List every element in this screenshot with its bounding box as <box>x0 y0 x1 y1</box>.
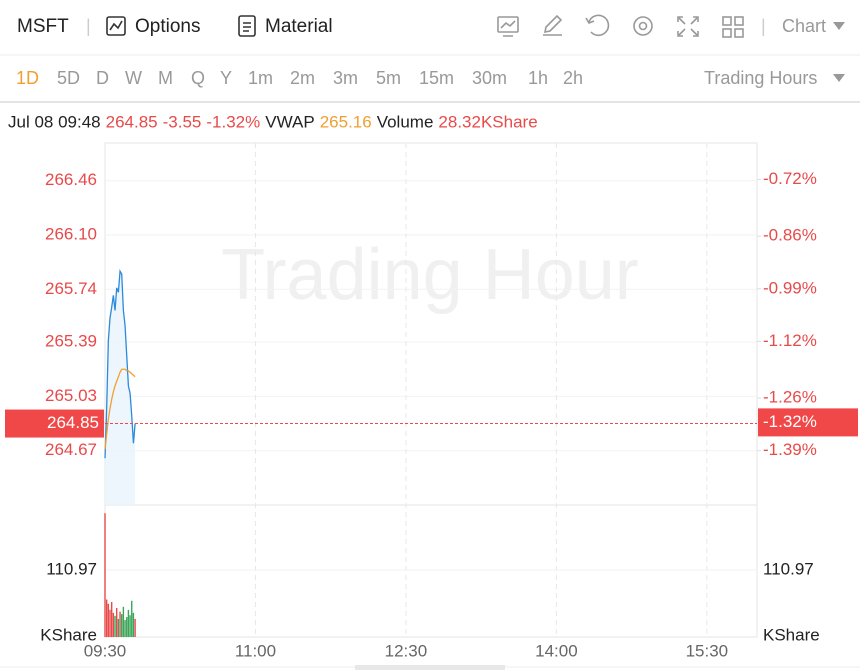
period-tab[interactable]: 15m <box>419 68 454 88</box>
material-icon[interactable] <box>238 15 256 37</box>
x-tick-label: 11:00 <box>235 641 276 660</box>
y2-tick-label: -0.99% <box>763 278 817 297</box>
options[interactable]: Options <box>135 16 200 37</box>
current-price-label: 264.85 <box>47 413 99 432</box>
volume-bar <box>132 612 135 637</box>
info-vwap: 265.16 <box>320 112 372 131</box>
separator: | <box>86 16 91 36</box>
y2-tick-label: -0.72% <box>763 169 817 188</box>
volume-unit: KShare <box>40 625 97 644</box>
info-vwap-label: VWAP <box>265 112 314 131</box>
info-line: Jul 08 09:48 264.85 -3.55 -1.32% VWAP 265.16 V… <box>8 112 538 131</box>
scrollbar <box>355 665 505 670</box>
plot-frame <box>104 142 758 638</box>
info-change-pct: -1.32% <box>206 112 260 131</box>
period-tab[interactable]: Y <box>220 68 232 88</box>
reset-icon[interactable] <box>585 14 610 37</box>
volume-bar <box>119 611 121 637</box>
volume-bar <box>114 615 116 637</box>
y-tick-label: 264.67 <box>45 440 97 459</box>
period-tab[interactable]: W <box>125 68 142 88</box>
volume-bar <box>121 614 123 637</box>
y2-tick-label: -1.39% <box>763 440 817 459</box>
period-tab[interactable]: 1h <box>528 68 548 88</box>
info-change: -3.55 <box>163 112 202 131</box>
draw-icon[interactable] <box>497 16 519 37</box>
period-tab[interactable]: D <box>96 68 109 88</box>
x-tick-label: 14:00 <box>535 641 578 660</box>
period-tab[interactable]: 1m <box>248 68 273 88</box>
symbol[interactable]: MSFT <box>17 16 69 37</box>
dropdown-arrow <box>833 74 845 82</box>
period-tab[interactable]: M <box>158 68 173 88</box>
current-price-box <box>5 409 104 438</box>
vwap-line <box>104 368 136 450</box>
volume-bar <box>117 618 120 637</box>
current-pct-box <box>758 408 858 437</box>
info-volume: 28.32KShare <box>438 112 537 131</box>
separator: | <box>761 16 766 36</box>
x-tick-label: 12:30 <box>385 641 428 660</box>
volume-bar <box>127 609 130 637</box>
volume-bar <box>122 606 125 637</box>
volume-bar <box>104 513 106 637</box>
settings-icon[interactable] <box>633 16 653 36</box>
period-tab[interactable]: 30m <box>472 68 507 88</box>
session[interactable]: Trading Hours <box>704 68 817 88</box>
edit-icon[interactable] <box>543 14 563 36</box>
period-tab[interactable]: 5D <box>57 68 80 88</box>
period-tab[interactable]: 2h <box>563 68 583 88</box>
period-tabs: 1D 5D D W M Q Y 1m 2m 3m 5m 15m 30m 1h 2h <box>16 68 583 88</box>
volume-bar <box>110 601 113 637</box>
info-price: 264.85 <box>106 112 158 131</box>
y2-tick-label: -1.26% <box>763 388 817 407</box>
volume-bar <box>112 612 115 637</box>
period-tab[interactable]: 2m <box>290 68 315 88</box>
chart-menu[interactable]: Chart <box>782 16 826 36</box>
volume-unit: KShare <box>763 625 820 644</box>
watermark: Trading Hour <box>221 235 639 315</box>
info-volume-label: Volume <box>377 112 434 131</box>
volume-bar <box>105 599 108 637</box>
period-tab[interactable]: 1D <box>16 68 39 88</box>
current-pct-label: -1.32% <box>763 412 817 431</box>
y2-tick-label: -1.12% <box>763 331 817 350</box>
volume-bar <box>109 609 111 637</box>
layout-icon[interactable] <box>722 16 744 38</box>
volume-bar <box>107 603 110 637</box>
info-time: Jul 08 09:48 <box>8 112 101 131</box>
volume-bar <box>116 608 118 637</box>
y-tick-label: 266.46 <box>45 170 97 189</box>
x-tick-label: 09:30 <box>84 641 127 660</box>
volume-tick-label: 110.97 <box>763 559 814 578</box>
x-tick-label: 15:30 <box>686 641 729 660</box>
volume-bar <box>129 615 131 637</box>
period-tab[interactable]: Q <box>191 68 205 88</box>
period-tab[interactable]: 5m <box>376 68 401 88</box>
y-tick-label: 265.74 <box>45 279 97 298</box>
volume-bar <box>131 600 133 637</box>
volume-bar <box>126 617 128 637</box>
dropdown-arrow <box>833 22 845 30</box>
material[interactable]: Material <box>265 16 333 37</box>
y-tick-label: 266.10 <box>45 224 97 243</box>
y-tick-label: 265.39 <box>45 332 97 351</box>
chart: Trading Hour 266.46 266.10 265.74 265.39 265.… <box>0 142 860 670</box>
y-tick-label: 265.03 <box>45 386 97 405</box>
price-line <box>104 269 136 459</box>
volume-tick-label: 110.97 <box>46 559 97 578</box>
volume-bar <box>124 620 126 637</box>
fullscreen-icon[interactable] <box>677 16 699 37</box>
volume-bar <box>134 618 136 637</box>
y2-tick-label: -0.86% <box>763 226 817 245</box>
options-icon[interactable] <box>106 16 126 36</box>
period-tab[interactable]: 3m <box>333 68 358 88</box>
price-area <box>105 271 136 505</box>
